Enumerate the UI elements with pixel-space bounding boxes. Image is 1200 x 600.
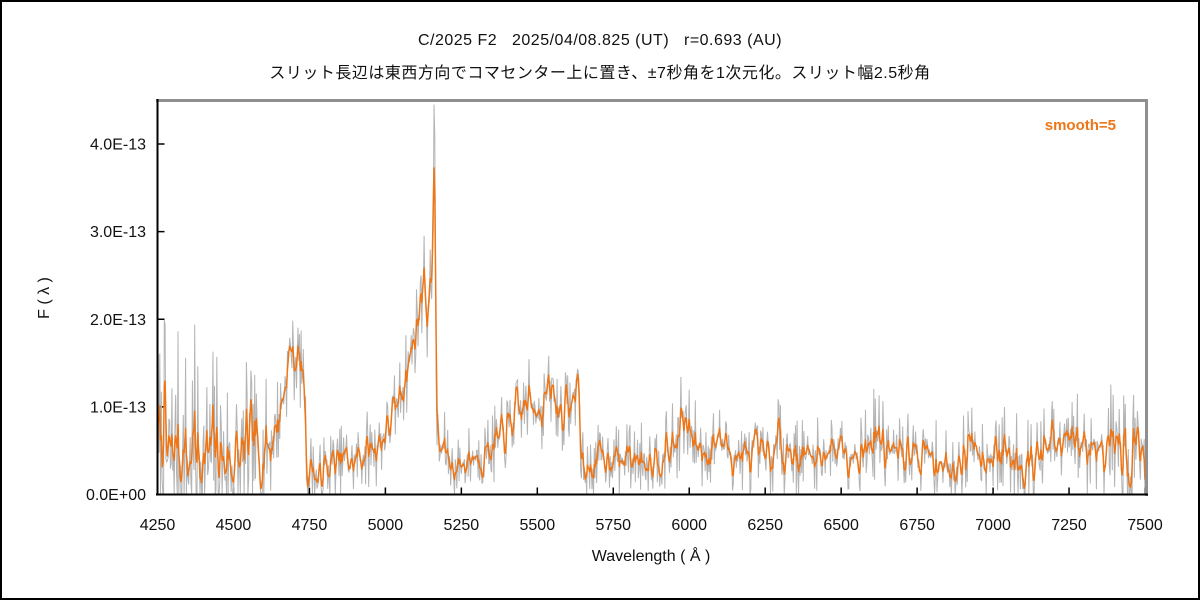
legend-smooth-label: smooth=5 <box>1044 117 1116 134</box>
y-tick-label: 3.0E-13 <box>90 224 146 241</box>
y-tick-label: 4.0E-13 <box>90 137 146 154</box>
x-tick-label: 6500 <box>823 517 859 534</box>
axis-tick-labels: 4250 4500 4750 5000 5250 5500 5750 6000 6250 6500… <box>86 137 1163 535</box>
x-tick-label: 7500 <box>1127 517 1163 534</box>
x-tick-label: 7250 <box>1051 517 1087 534</box>
smoothed-series-line <box>156 167 1146 490</box>
x-tick-label: 4250 <box>140 517 176 534</box>
x-tick-label: 6750 <box>899 517 935 534</box>
x-tick-label: 5250 <box>444 517 480 534</box>
x-tick-label: 7000 <box>975 517 1011 534</box>
chart-subtitle: スリット長辺は東西方向でコマセンター上に置き、±7秒角を1次元化。スリット幅2.… <box>269 65 931 82</box>
y-axis-title: F ( λ ) <box>36 277 53 319</box>
x-tick-label: 5000 <box>368 517 404 534</box>
x-tick-label: 5750 <box>595 517 631 534</box>
x-tick-label: 4750 <box>292 517 328 534</box>
x-tick-label: 6250 <box>747 517 783 534</box>
x-tick-label: 5500 <box>520 517 556 534</box>
x-tick-label: 6000 <box>671 517 707 534</box>
series-lines <box>156 104 1146 496</box>
x-tick-label: 4500 <box>216 517 252 534</box>
x-axis-title: Wavelength ( Å ) <box>592 546 711 565</box>
y-tick-label: 1.0E-13 <box>90 399 146 416</box>
y-tick-label: 0.0E+00 <box>86 487 146 504</box>
chart-title: C/2025 F2 2025/04/08.825 (UT) r=0.693 (A… <box>417 32 783 49</box>
y-tick-label: 2.0E-13 <box>90 312 146 329</box>
plot-frame <box>156 99 1148 496</box>
